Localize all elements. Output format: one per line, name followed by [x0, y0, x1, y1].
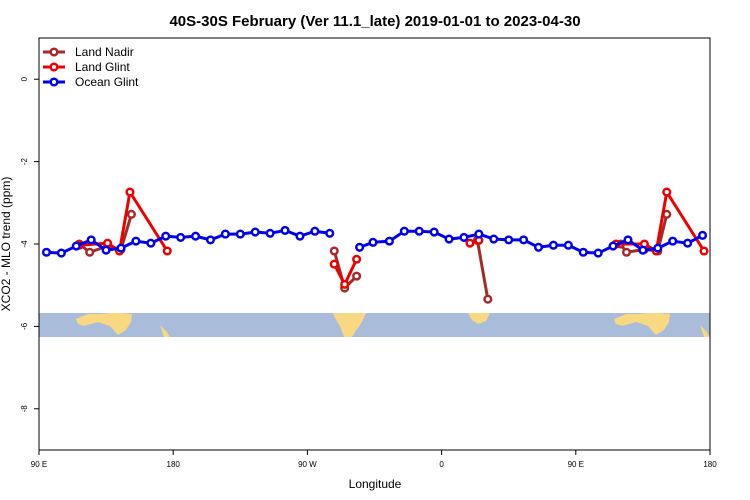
point — [220, 229, 230, 239]
point — [638, 245, 648, 255]
point — [280, 225, 290, 235]
x-tick-label: 180 — [703, 460, 717, 469]
x-axis-label: Longitude — [349, 477, 402, 491]
point — [368, 237, 378, 247]
point — [519, 235, 529, 245]
x-tick-label: 180 — [167, 460, 181, 469]
point — [355, 242, 365, 252]
point — [384, 236, 394, 246]
legend-marker — [49, 47, 59, 57]
point — [548, 240, 558, 250]
point — [329, 246, 339, 256]
point — [41, 247, 52, 257]
map-strip — [39, 313, 710, 337]
point — [578, 247, 588, 257]
point — [71, 241, 81, 251]
point — [146, 238, 156, 248]
point — [340, 279, 350, 289]
point — [56, 248, 66, 258]
chart-title: 40S-30S February (Ver 11.1_late) 2019-01… — [169, 13, 580, 30]
point — [325, 228, 335, 238]
point — [295, 231, 305, 241]
x-tick-label: 90 E — [568, 460, 584, 469]
x-tick-label: 90 W — [298, 460, 317, 469]
y-axis-label: XCO2 - MLO trend (ppm) — [0, 177, 13, 312]
point — [483, 294, 493, 304]
point — [131, 236, 141, 246]
series-line — [359, 229, 704, 255]
point — [668, 236, 678, 246]
point — [623, 235, 633, 245]
point — [250, 227, 260, 237]
y-tick-label: -4 — [20, 240, 29, 248]
legend-marker — [49, 62, 59, 72]
point — [653, 243, 663, 253]
y-tick-label: 0 — [20, 76, 29, 81]
point — [465, 238, 475, 248]
legend-marker — [49, 77, 59, 87]
point — [593, 248, 603, 258]
series-line — [475, 240, 490, 300]
point — [103, 238, 113, 248]
point — [621, 247, 632, 257]
point — [126, 209, 136, 219]
point — [265, 228, 275, 238]
point — [125, 187, 135, 197]
x-tick-label: 90 E — [31, 460, 47, 469]
point — [563, 240, 573, 250]
point — [399, 226, 409, 236]
y-tick-label: -2 — [20, 157, 29, 165]
x-tick-label: 0 — [439, 460, 444, 469]
point — [161, 231, 171, 241]
point — [191, 231, 201, 241]
point — [444, 234, 454, 244]
point — [699, 246, 709, 256]
point — [162, 246, 172, 256]
point — [101, 245, 111, 255]
point — [329, 259, 339, 269]
point — [352, 254, 362, 264]
point — [697, 230, 708, 240]
legend-label: Ocean Glint — [75, 75, 139, 89]
point — [608, 241, 618, 251]
point — [459, 232, 469, 242]
legend-label: Land Nadir — [75, 45, 134, 59]
point — [85, 247, 95, 257]
point — [533, 242, 544, 252]
point — [662, 187, 672, 197]
point — [414, 226, 424, 236]
y-tick-label: -6 — [20, 322, 29, 330]
point — [474, 229, 484, 239]
point — [310, 226, 320, 236]
y-tick-label: -8 — [20, 405, 29, 413]
point — [429, 227, 439, 237]
point — [116, 243, 126, 253]
point — [504, 235, 514, 245]
point — [86, 235, 96, 245]
point — [205, 235, 216, 245]
point — [235, 229, 245, 239]
point — [683, 238, 693, 248]
point — [352, 271, 362, 281]
point — [176, 232, 186, 242]
legend-label: Land Glint — [75, 60, 130, 74]
point — [489, 234, 499, 244]
